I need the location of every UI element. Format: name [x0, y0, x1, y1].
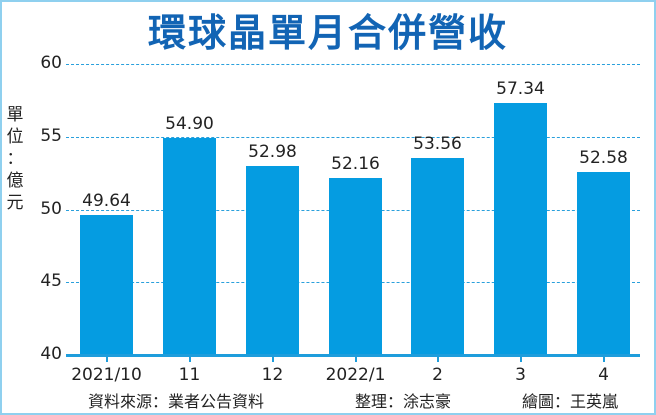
bar-value-label: 54.90: [165, 114, 214, 135]
bar: [163, 138, 216, 355]
bar-value-label: 52.16: [331, 154, 380, 175]
x-tick-label: 4: [598, 365, 609, 385]
x-tick: [189, 356, 191, 362]
y-tick-label: 45: [40, 271, 62, 292]
bar-value-label: 49.64: [82, 190, 131, 211]
bar-value-label: 52.58: [579, 147, 628, 168]
bar: [411, 157, 464, 355]
x-axis-line: [66, 354, 640, 357]
y-tick-label: 40: [40, 344, 62, 364]
footer-source: 資料來源：業者公告資料: [88, 392, 265, 411]
x-tick: [272, 356, 274, 362]
x-tick-label: 2: [432, 365, 443, 385]
gridline: [66, 64, 640, 65]
y-tick-label: 60: [40, 53, 62, 73]
bar: [494, 102, 547, 355]
bar-value-label: 57.34: [496, 78, 545, 99]
x-tick-label: 12: [261, 365, 284, 385]
footer-editor: 整理：涂志豪: [355, 392, 452, 411]
unit-char: 單: [6, 105, 24, 125]
x-tick: [520, 356, 522, 362]
x-tick: [437, 356, 439, 362]
x-tick: [355, 356, 357, 362]
x-tick-label: 11: [178, 365, 201, 385]
footer-illustrator: 繪圖：王英嵐: [522, 392, 619, 411]
unit-char: 位: [6, 127, 24, 147]
y-tick-label: 55: [40, 125, 62, 146]
bar: [80, 214, 133, 355]
bar-value-label: 52.98: [248, 142, 297, 163]
y-axis-unit-label: 單 位 ： 億 元: [6, 104, 24, 214]
unit-char: ：: [6, 149, 24, 169]
x-tick-label: 2021/10: [71, 365, 142, 385]
bar: [329, 178, 382, 355]
x-tick: [603, 356, 605, 362]
x-tick-label: 2022/1: [325, 365, 386, 385]
gridline: [66, 136, 640, 138]
x-tick: [106, 356, 108, 362]
bar: [246, 166, 299, 355]
unit-char: 元: [6, 193, 24, 213]
bar: [577, 171, 630, 355]
y-tick-label: 50: [40, 198, 62, 219]
bar-value-label: 53.56: [413, 133, 462, 154]
chart-title: 環球晶單月合併營收: [147, 11, 508, 55]
x-tick-label: 3: [515, 365, 526, 385]
unit-char: 億: [6, 171, 24, 191]
